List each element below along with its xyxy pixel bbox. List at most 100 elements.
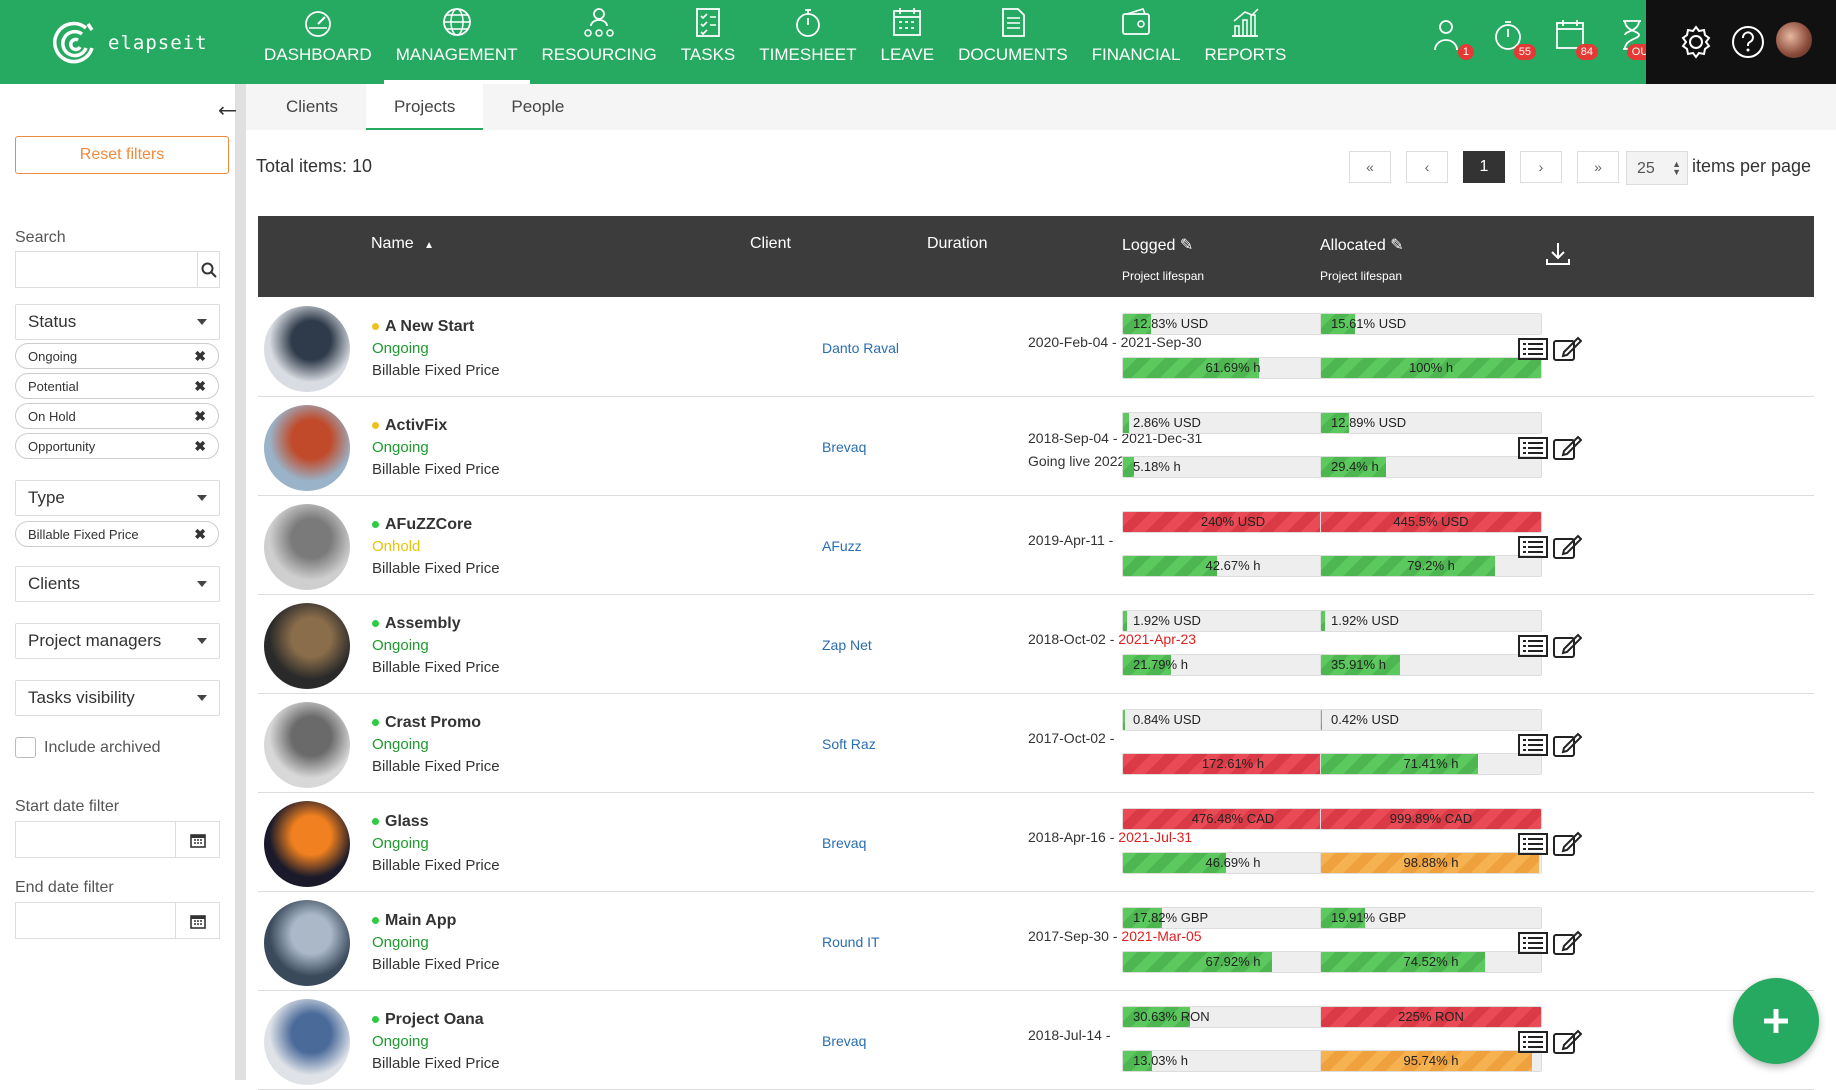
sidebar-scroll-rail[interactable]: [236, 84, 246, 1080]
details-list-icon[interactable]: [1518, 534, 1548, 560]
search-button[interactable]: [197, 252, 219, 287]
details-list-icon[interactable]: [1518, 930, 1548, 956]
include-archived-checkbox[interactable]: Include archived: [15, 737, 161, 758]
project-managers-dropdown[interactable]: Project managers: [15, 623, 220, 659]
duration-start: 2019-Apr-11 -: [1028, 532, 1114, 548]
edit-icon[interactable]: [1552, 336, 1582, 362]
table-row[interactable]: Glass Ongoing Billable Fixed Price Brevaq 20…: [258, 793, 1814, 892]
project-name[interactable]: A New Start: [372, 318, 474, 336]
nav-leave[interactable]: LEAVE: [869, 0, 947, 84]
remove-chip-icon[interactable]: ✖: [194, 377, 206, 394]
checkbox-box[interactable]: [15, 737, 36, 758]
details-list-icon[interactable]: [1518, 831, 1548, 857]
client-link[interactable]: Brevaq: [822, 1033, 867, 1049]
header-stat-calendar-icon[interactable]: 84: [1554, 18, 1598, 60]
bar-text: 35.91% h: [1331, 657, 1386, 672]
pager-prev[interactable]: ‹: [1406, 151, 1448, 183]
pager-last[interactable]: »: [1577, 151, 1619, 183]
details-list-icon[interactable]: [1518, 336, 1548, 362]
client-link[interactable]: Danto Raval: [822, 340, 900, 356]
table-row[interactable]: Project Oana Ongoing Billable Fixed Price B…: [258, 991, 1814, 1090]
nav-resourcing[interactable]: RESOURCING: [530, 0, 669, 84]
details-list-icon[interactable]: [1518, 1029, 1548, 1055]
header-name[interactable]: Name ▲: [371, 235, 434, 253]
project-name[interactable]: Assembly: [372, 615, 461, 633]
client-link[interactable]: Brevaq: [822, 439, 867, 455]
tab-projects[interactable]: Projects: [365, 84, 484, 130]
tab-clients[interactable]: Clients: [286, 97, 338, 116]
remove-chip-icon[interactable]: ✖: [194, 407, 206, 424]
remove-chip-icon[interactable]: ✖: [194, 347, 206, 364]
bar-text: 172.61% h: [1201, 756, 1265, 771]
bar-fill: [1123, 655, 1171, 675]
start-date-field[interactable]: [15, 821, 220, 858]
end-date-field[interactable]: [15, 902, 220, 939]
nav-documents[interactable]: DOCUMENTS: [946, 0, 1080, 84]
header-logged[interactable]: Logged ✎ Project lifespan: [1122, 235, 1204, 283]
start-date-picker-button[interactable]: [175, 822, 219, 857]
edit-icon[interactable]: [1552, 1029, 1582, 1055]
tab-people[interactable]: People: [511, 97, 565, 116]
search-input[interactable]: [16, 252, 197, 287]
project-name[interactable]: Project Oana: [372, 1011, 484, 1029]
remove-chip-icon[interactable]: ✖: [194, 525, 206, 542]
nav-reports[interactable]: REPORTS: [1192, 0, 1298, 84]
table-row[interactable]: Crast Promo Ongoing Billable Fixed Price So…: [258, 694, 1814, 793]
edit-icon[interactable]: [1552, 930, 1582, 956]
table-row[interactable]: Assembly Ongoing Billable Fixed Price Zap N…: [258, 595, 1814, 694]
edit-icon[interactable]: [1552, 831, 1582, 857]
nav-dashboard[interactable]: DASHBOARD: [252, 0, 384, 84]
client-link[interactable]: Brevaq: [822, 835, 867, 851]
app-logo[interactable]: elapseit: [52, 20, 208, 66]
project-name[interactable]: Crast Promo: [372, 714, 481, 732]
edit-icon[interactable]: [1552, 534, 1582, 560]
project-name[interactable]: Glass: [372, 813, 429, 831]
header-stat-person-icon[interactable]: 1: [1430, 18, 1474, 60]
type-dropdown[interactable]: Type: [15, 480, 220, 516]
clients-dropdown[interactable]: Clients: [15, 566, 220, 602]
table-row[interactable]: A New Start Ongoing Billable Fixed Price Da…: [258, 298, 1814, 397]
client-link[interactable]: Soft Raz: [822, 736, 876, 752]
pager-first[interactable]: «: [1349, 151, 1391, 183]
pager-current-page[interactable]: 1: [1463, 151, 1505, 183]
table-row[interactable]: AFuZZCore Onhold Billable Fixed Price AFuzz…: [258, 496, 1814, 595]
header-client[interactable]: Client: [750, 235, 791, 252]
client-link[interactable]: Zap Net: [822, 637, 872, 653]
table-row[interactable]: Main App Ongoing Billable Fixed Price Round…: [258, 892, 1814, 991]
al-money-bar: 0.42% USD: [1320, 709, 1542, 731]
header-allocated[interactable]: Allocated ✎ Project lifespan: [1320, 235, 1404, 283]
add-project-button[interactable]: [1733, 978, 1819, 1064]
project-name[interactable]: AFuZZCore: [372, 516, 472, 534]
nav-management[interactable]: MANAGEMENT: [383, 0, 530, 84]
table-row[interactable]: ActivFix Ongoing Billable Fixed Price Breva…: [258, 397, 1814, 496]
items-per-page-select[interactable]: 25 ▲ ▼: [1626, 151, 1688, 185]
edit-icon[interactable]: [1552, 435, 1582, 461]
user-avatar[interactable]: [1776, 22, 1812, 58]
chart-icon: [1232, 8, 1259, 37]
tasks-visibility-dropdown[interactable]: Tasks visibility: [15, 680, 220, 716]
help-icon[interactable]: [1730, 24, 1766, 60]
project-name[interactable]: ActivFix: [372, 417, 447, 435]
header-stat-timer-icon[interactable]: 55: [1492, 18, 1536, 60]
edit-icon[interactable]: [1552, 732, 1582, 758]
client-link[interactable]: AFuzz: [822, 538, 862, 554]
download-icon[interactable]: [1544, 240, 1572, 268]
notification-badge: 55: [1513, 44, 1536, 60]
project-name[interactable]: Main App: [372, 912, 456, 930]
project-thumbnail: [264, 603, 350, 689]
gear-icon[interactable]: [1678, 24, 1714, 60]
details-list-icon[interactable]: [1518, 633, 1548, 659]
header-duration[interactable]: Duration: [927, 235, 988, 252]
details-list-icon[interactable]: [1518, 435, 1548, 461]
nav-tasks[interactable]: TASKS: [669, 0, 747, 84]
pager-next[interactable]: ›: [1520, 151, 1562, 183]
details-list-icon[interactable]: [1518, 732, 1548, 758]
reset-filters-button[interactable]: Reset filters: [15, 136, 229, 174]
end-date-picker-button[interactable]: [175, 903, 219, 938]
remove-chip-icon[interactable]: ✖: [194, 437, 206, 454]
nav-financial[interactable]: FINANCIAL: [1080, 0, 1193, 84]
edit-icon[interactable]: [1552, 633, 1582, 659]
client-link[interactable]: Round IT: [822, 934, 880, 950]
status-dropdown[interactable]: Status: [15, 304, 220, 340]
nav-timesheet[interactable]: TIMESHEET: [747, 0, 868, 84]
